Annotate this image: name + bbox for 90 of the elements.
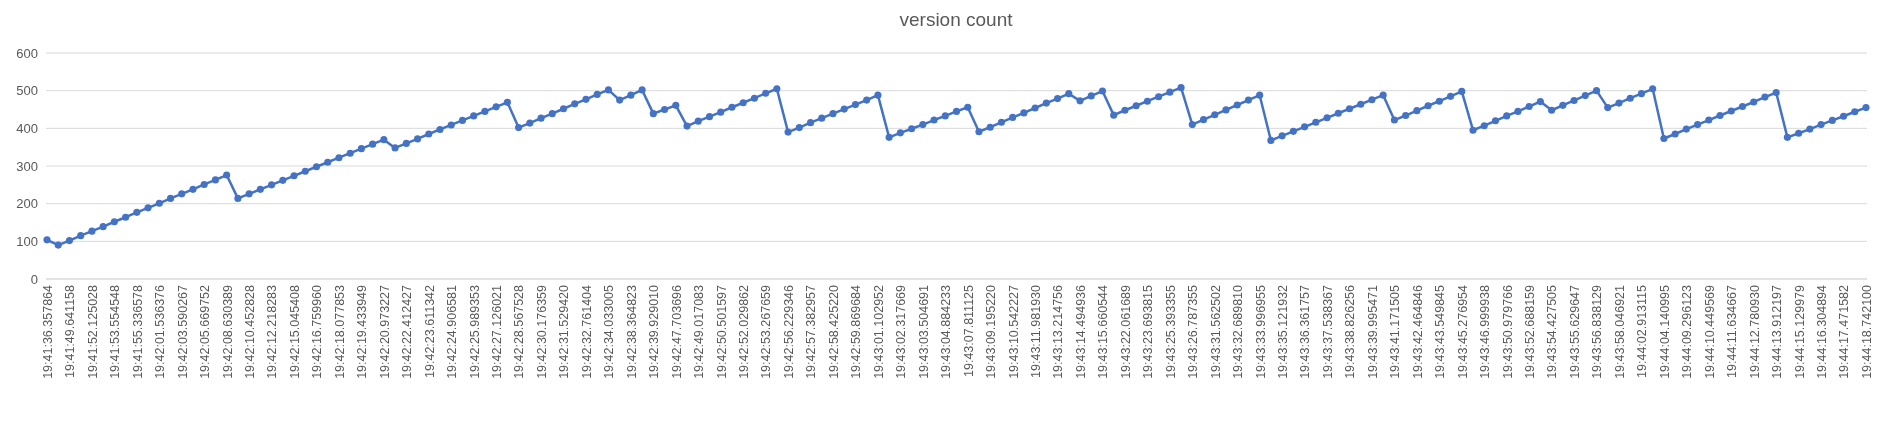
x-tick-label: 19:42:31.529420 <box>557 284 572 379</box>
x-tick-label: 19:42:53.267659 <box>759 284 774 379</box>
x-tick-label: 19:44:17.471582 <box>1837 284 1852 379</box>
x-tick-label: 19:43:38.826256 <box>1343 284 1358 379</box>
x-tick-label: 19:42:03.590267 <box>175 284 190 379</box>
x-tick-label: 19:42:27.126021 <box>490 284 505 379</box>
x-tick-label: 19:42:20.973227 <box>377 284 392 379</box>
x-tick-label: 19:44:09.296123 <box>1680 284 1695 379</box>
x-tick-label: 19:42:58.425220 <box>826 284 841 379</box>
x-tick-label: 19:43:26.787355 <box>1186 284 1201 379</box>
x-tick-label: 19:42:52.029862 <box>737 284 752 379</box>
x-tick-label: 19:43:52.688159 <box>1523 284 1538 379</box>
x-tick-label: 19:43:32.689810 <box>1231 284 1246 379</box>
x-tick-label: 19:43:22.061689 <box>1118 284 1133 379</box>
x-tick-label: 19:43:35.121932 <box>1276 284 1290 379</box>
x-tick-label: 19:44:12.780930 <box>1747 284 1762 379</box>
x-tick-label: 19:43:56.838129 <box>1590 284 1605 379</box>
x-tick-label: 19:43:15.660544 <box>1096 284 1111 379</box>
x-tick-label: 19:42:23.611342 <box>422 284 437 378</box>
x-tick-label: 19:43:31.562502 <box>1208 284 1223 379</box>
x-tick-label: 19:43:07.811125 <box>961 284 976 377</box>
x-tick-label: 19:42:49.017083 <box>692 284 707 379</box>
x-tick-label: 19:44:13.912197 <box>1770 284 1785 379</box>
x-tick-label: 19:43:46.999938 <box>1478 284 1493 379</box>
x-tick-label: 19:43:43.549845 <box>1433 284 1448 379</box>
x-tick-label: 19:43:50.979766 <box>1500 284 1515 379</box>
y-tick-label: 400 <box>16 120 38 136</box>
x-tick-label: 19:42:30.176359 <box>534 284 549 379</box>
x-tick-label: 19:43:10.542227 <box>1006 284 1021 379</box>
x-tick-label: 19:43:04.884233 <box>939 284 954 379</box>
x-tick-label: 19:41:49.641158 <box>63 284 78 378</box>
x-tick-label: 19:42:18.077853 <box>332 284 347 379</box>
x-tick-label: 19:43:36.361757 <box>1298 284 1313 379</box>
x-tick-label: 19:42:50.501597 <box>714 284 729 379</box>
x-tick-label: 19:43:37.538367 <box>1320 284 1335 379</box>
x-tick-label: 19:43:03.504691 <box>916 284 931 379</box>
x-tick-label: 19:43:01.102952 <box>871 284 886 379</box>
x-tick-label: 19:42:47.703696 <box>669 284 684 379</box>
x-tick-label: 19:44:10.449569 <box>1702 284 1717 379</box>
x-tick-label: 19:42:25.989353 <box>467 284 482 379</box>
x-tick-label: 19:43:13.214756 <box>1051 284 1066 379</box>
x-tick-label: 19:42:32.761404 <box>579 284 594 379</box>
x-tick-label: 19:43:23.693815 <box>1141 284 1156 379</box>
x-tick-label: 19:42:01.536376 <box>153 284 168 379</box>
y-tick-label: 500 <box>16 83 38 99</box>
x-tick-label: 19:42:57.382957 <box>804 284 819 379</box>
x-tick-label: 19:42:05.669752 <box>198 284 213 379</box>
x-tick-label: 19:43:14.494936 <box>1073 284 1088 379</box>
x-tick-label: 19:43:41.171505 <box>1388 284 1403 379</box>
x-tick-label: 19:44:15.129979 <box>1792 284 1807 379</box>
x-tick-label: 19:43:42.464846 <box>1410 284 1425 379</box>
x-tick-label: 19:42:28.567528 <box>512 284 527 379</box>
x-tick-label: 19:42:59.869684 <box>849 284 864 379</box>
x-tick-label: 19:41:52.125028 <box>85 284 100 379</box>
x-tick-label: 19:44:16.304894 <box>1814 284 1829 379</box>
x-tick-label: 19:42:22.412427 <box>400 284 415 379</box>
x-tick-label: 19:43:54.427505 <box>1545 284 1560 379</box>
y-tick-label: 300 <box>16 158 38 174</box>
x-tick-label: 19:42:12.218283 <box>265 284 280 379</box>
x-tick-label: 19:42:56.229346 <box>781 284 796 379</box>
chart-title: version count <box>899 9 1014 30</box>
x-tick-label: 19:42:38.364823 <box>624 284 639 379</box>
x-tick-label: 19:42:34.033005 <box>602 284 617 379</box>
x-tick-label: 19:43:09.195220 <box>984 284 999 379</box>
x-tick-label: 19:42:19.433949 <box>355 284 370 379</box>
x-tick-label: 19:43:33.996955 <box>1253 284 1268 379</box>
y-tick-label: 100 <box>16 233 38 249</box>
x-tick-label: 19:43:02.317669 <box>894 284 909 379</box>
x-tick-label: 19:41:36.357864 <box>40 284 55 379</box>
x-tick-label: 19:43:11.981930 <box>1028 284 1043 378</box>
x-tick-label: 19:41:53.554548 <box>108 284 123 379</box>
x-tick-label: 19:42:16.759960 <box>310 284 325 379</box>
x-tick-label: 19:44:02.913115 <box>1635 284 1650 378</box>
x-tick-label: 19:41:55.336578 <box>130 284 145 379</box>
x-tick-label: 19:42:24.906581 <box>445 284 460 379</box>
x-tick-label: 19:43:25.393355 <box>1163 284 1178 379</box>
x-tick-label: 19:43:55.629647 <box>1567 284 1582 379</box>
x-tick-label: 19:42:08.630389 <box>220 284 235 379</box>
x-tick-label: 19:42:15.045408 <box>287 284 302 379</box>
y-tick-label: 600 <box>16 45 38 61</box>
x-tick-label: 19:44:04.140995 <box>1657 284 1672 379</box>
y-tick-label: 200 <box>16 196 38 212</box>
x-tick-label: 19:44:11.634667 <box>1725 284 1740 378</box>
x-tick-label: 19:43:39.995471 <box>1365 284 1380 379</box>
x-tick-label: 19:42:39.929010 <box>647 284 662 379</box>
x-tick-label: 19:43:58.046921 <box>1612 284 1627 379</box>
x-tick-label: 19:42:10.452828 <box>242 284 257 379</box>
x-tick-label: 19:43:45.276954 <box>1455 284 1470 379</box>
x-tick-label: 19:44:18.742100 <box>1859 284 1874 379</box>
y-tick-label: 0 <box>30 271 38 287</box>
